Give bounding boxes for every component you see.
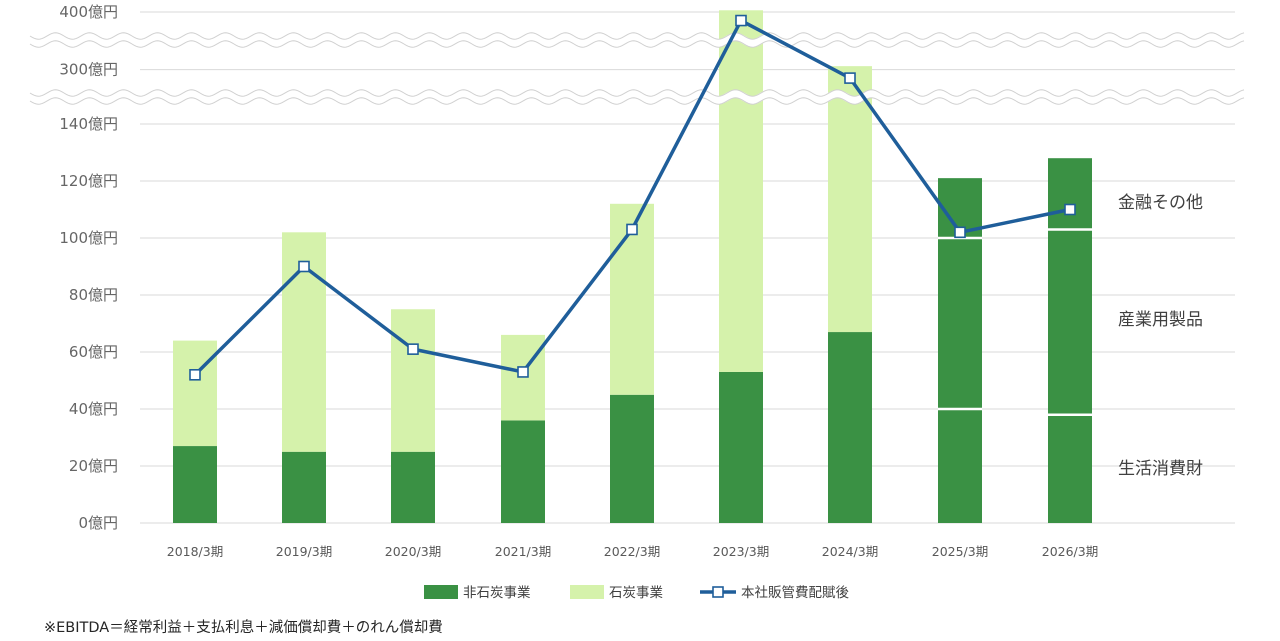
bar-non-coal: [719, 371, 763, 523]
legend: 非石炭事業 石炭事業 本社販管費配賦後: [424, 585, 849, 601]
y-tick-label: 20億円: [69, 457, 118, 475]
segment-label: 金融その他: [1118, 193, 1203, 213]
bar-coal: [173, 340, 217, 447]
line-marker: [954, 226, 966, 239]
footnote: ※EBITDA＝経常利益＋支払利息＋減価償却費＋のれん償却費: [44, 619, 443, 636]
bar-non-coal: [1048, 158, 1092, 523]
x-tick-label: 2022/3期: [604, 544, 660, 559]
bar-coal: [828, 66, 872, 333]
y-tick-label: 120億円: [59, 172, 118, 190]
line-marker: [844, 72, 856, 84]
y-tick-label: 100億円: [59, 229, 118, 247]
line-marker: [626, 223, 638, 236]
line-series: [189, 14, 1076, 381]
axis-break-line: [29, 97, 1245, 105]
y-tick-label: 300億円: [59, 61, 118, 79]
bars: [173, 10, 1092, 523]
y-tick-label: 80億円: [69, 286, 118, 304]
legend-label-line: 本社販管費配賦後: [741, 585, 849, 601]
x-tick-label: 2021/3期: [495, 544, 551, 559]
bar-coal: [610, 203, 654, 395]
line-marker: [407, 343, 419, 355]
bar-coal: [719, 10, 763, 372]
bar-non-coal: [391, 451, 435, 523]
segment-label: 生活消費財: [1118, 459, 1203, 479]
legend-label-coal: 石炭事業: [609, 585, 663, 601]
x-tick-label: 2019/3期: [276, 544, 332, 559]
y-tick-label: 0億円: [78, 514, 118, 532]
x-tick-label: 2023/3期: [713, 544, 769, 559]
bar-coal: [391, 309, 435, 452]
axis-break-gap: [27, 32, 1246, 48]
axis-break-gap: [27, 89, 1246, 105]
legend-label-non-coal: 非石炭事業: [463, 585, 531, 601]
axis-break-line: [29, 89, 1245, 97]
line-marker: [189, 368, 201, 381]
segment-label: 産業用製品: [1118, 310, 1203, 330]
x-tick-label: 2024/3期: [822, 544, 878, 559]
bar-non-coal: [501, 420, 545, 523]
axis-breaks: [27, 32, 1246, 105]
line-marker: [517, 366, 529, 378]
y-tick-label: 40億円: [69, 400, 118, 418]
line-marker: [735, 14, 747, 27]
bar-non-coal: [173, 446, 217, 523]
line-marker: [1064, 203, 1076, 216]
y-tick-label: 60億円: [69, 343, 118, 361]
y-tick-label: 400億円: [59, 3, 118, 21]
x-tick-label: 2025/3期: [932, 544, 988, 559]
y-axis-ticks: 0億円 20億円 40億円 60億円 80億円 100億円 120億円 140億円 300億円 4…: [59, 3, 118, 532]
axis-break-line: [29, 32, 1245, 40]
x-tick-label: 2026/3期: [1042, 544, 1098, 559]
y-tick-label: 140億円: [59, 115, 118, 133]
bar-non-coal: [828, 332, 872, 523]
legend-swatch-coal: [570, 585, 604, 599]
legend-swatch-non-coal: [424, 585, 458, 599]
line-marker: [298, 260, 310, 273]
legend-swatch-marker: [712, 586, 724, 598]
x-tick-label: 2020/3期: [385, 544, 441, 559]
x-axis-ticks: 2018/3期 2019/3期 2020/3期 2021/3期 2022/3期 2023/…: [167, 544, 1098, 559]
bar-non-coal: [282, 451, 326, 523]
axis-break-line: [29, 40, 1245, 48]
x-tick-label: 2018/3期: [167, 544, 223, 559]
bar-non-coal: [610, 394, 654, 523]
